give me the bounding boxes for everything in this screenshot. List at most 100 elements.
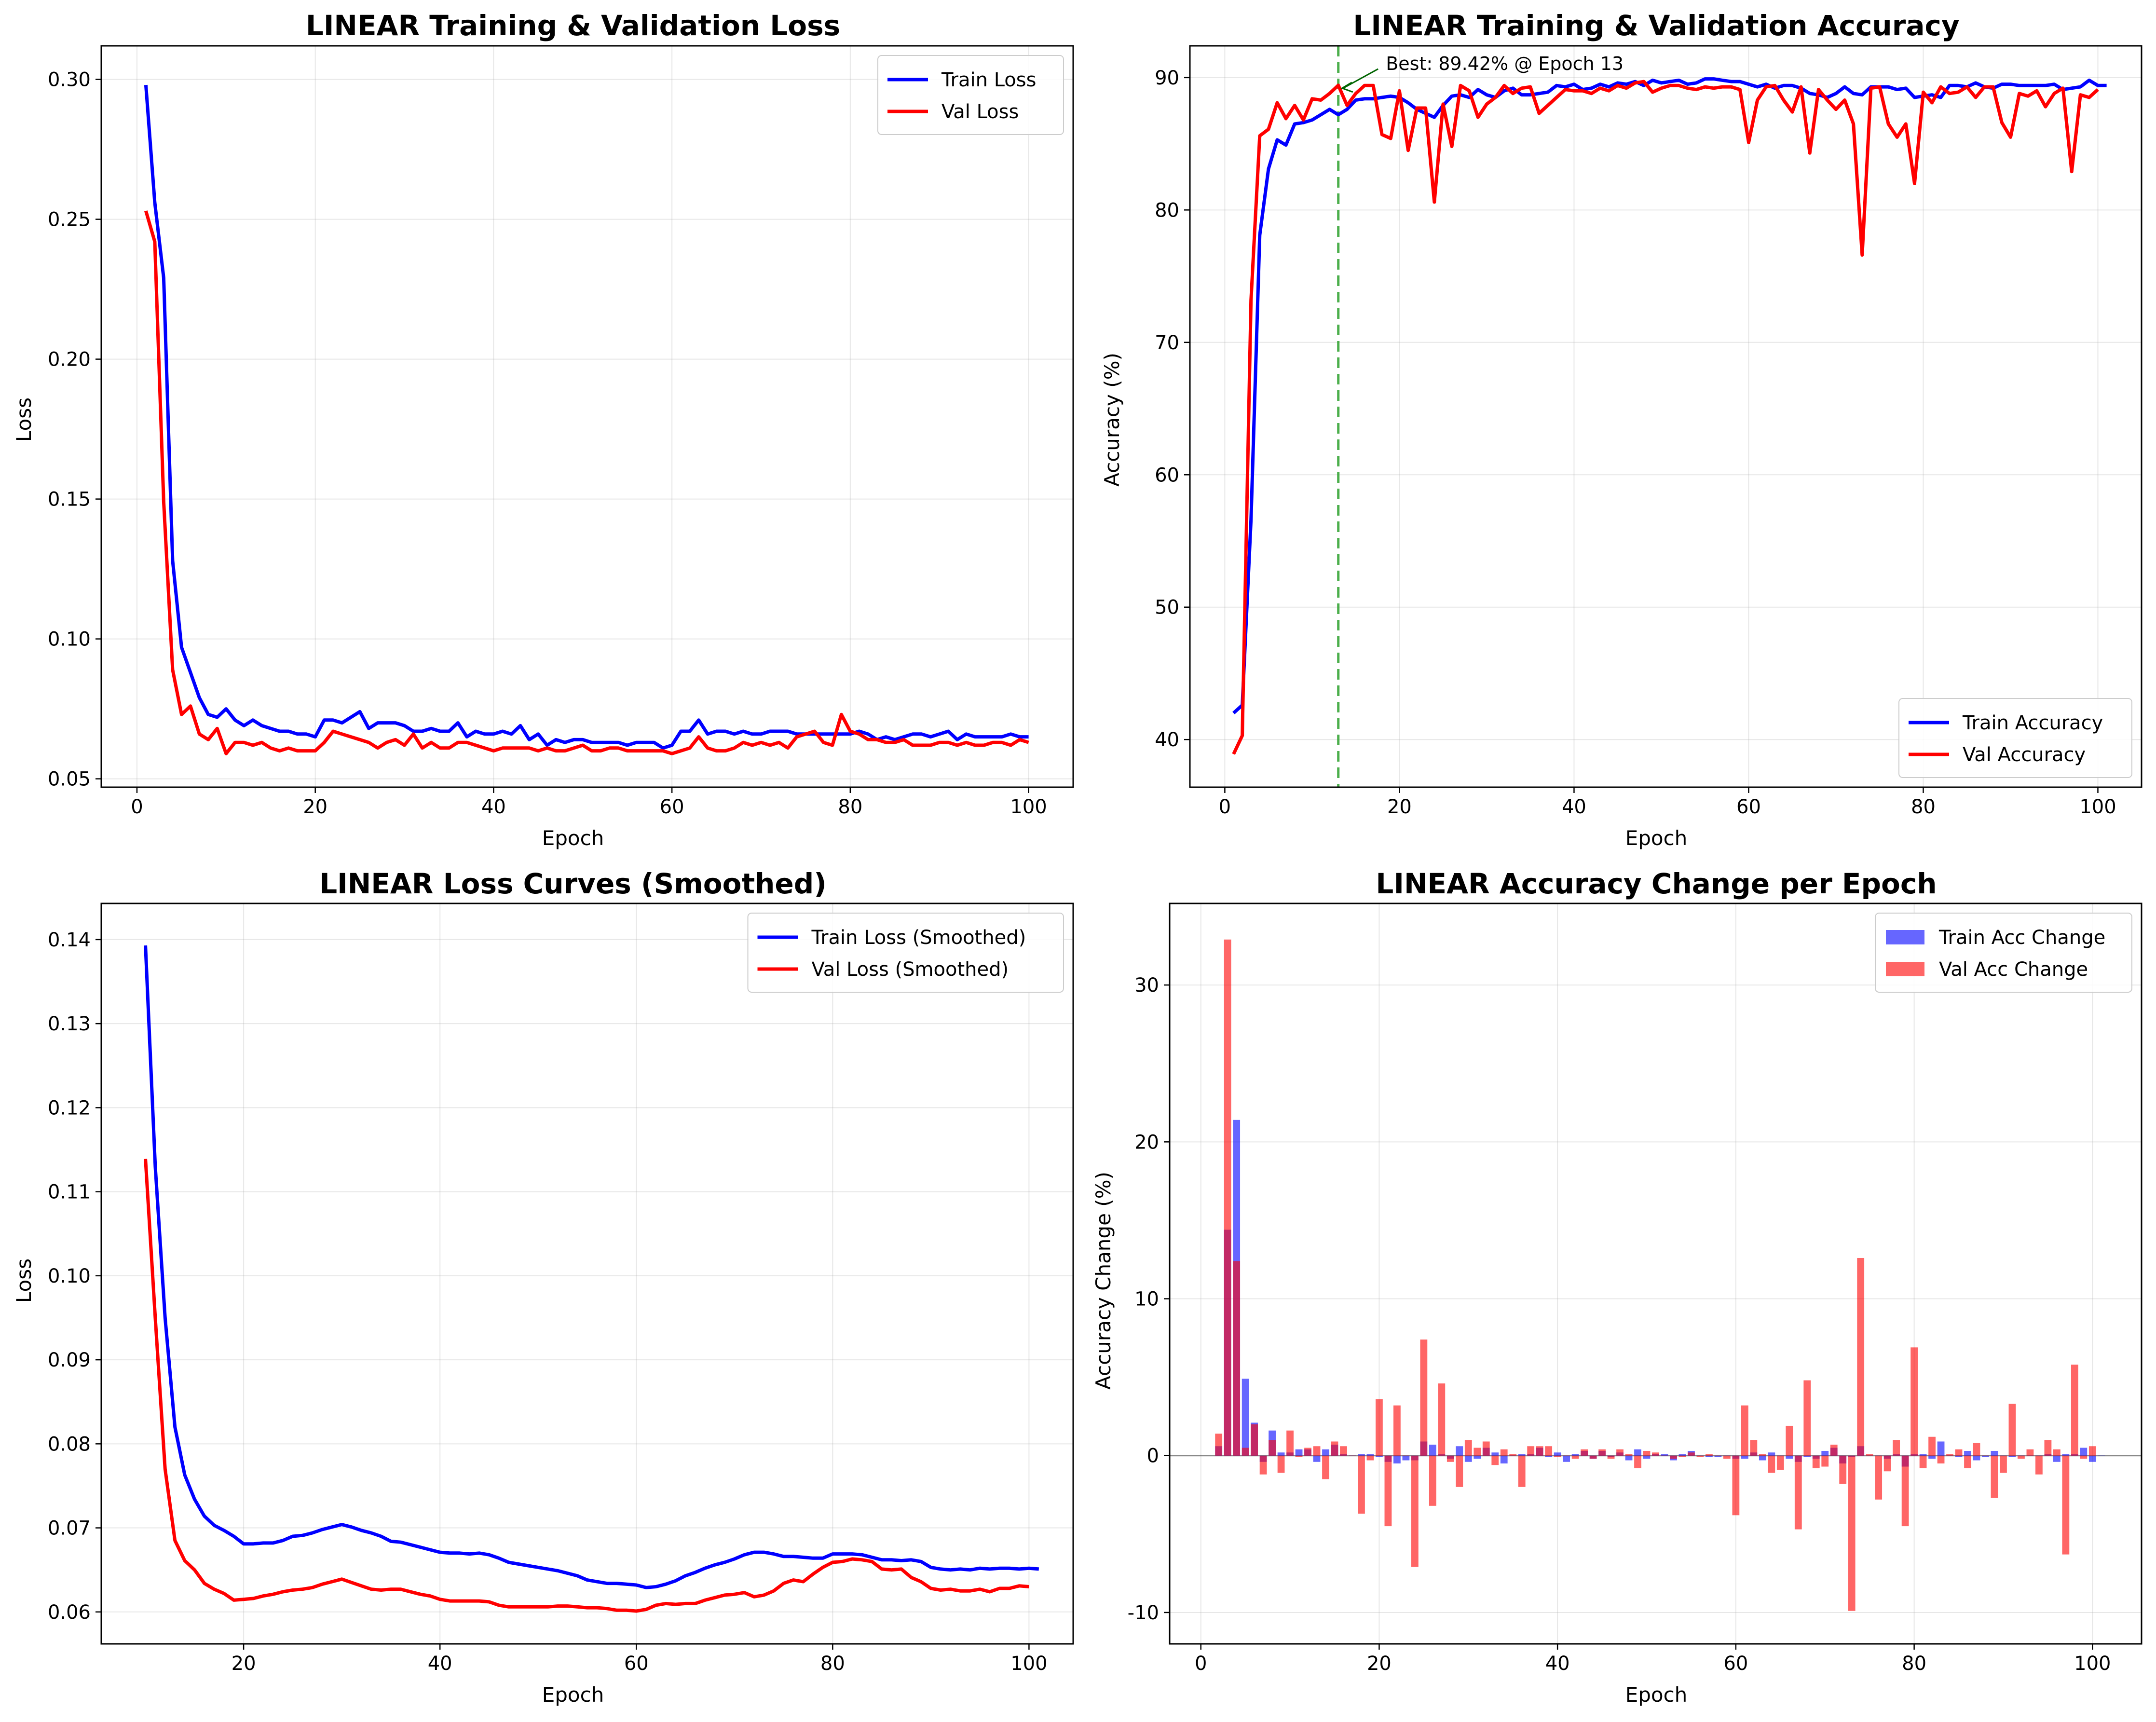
axes-frame: [1189, 45, 2142, 788]
bar: [1322, 1449, 1329, 1456]
bar: [1964, 1455, 1971, 1468]
bar: [1322, 1455, 1329, 1479]
bar: [1643, 1455, 1651, 1459]
bar: [1848, 1455, 1856, 1611]
panel-loss: LINEAR Training & Validation Loss Epoch …: [12, 9, 1074, 850]
x-tick-label: 100: [1010, 796, 1047, 818]
bar: [1598, 1449, 1606, 1456]
series-line: [144, 84, 1029, 750]
x-tick-label: 20: [232, 1653, 256, 1675]
bar: [1527, 1446, 1535, 1456]
bar: [1616, 1449, 1624, 1456]
y-tick-label: 30: [1134, 974, 1159, 997]
y-tick-label: 80: [1155, 199, 1179, 221]
bar: [2044, 1440, 2052, 1456]
bar: [1491, 1455, 1499, 1465]
bar: [1420, 1339, 1428, 1456]
bar: [1500, 1455, 1508, 1464]
bar: [1955, 1455, 1963, 1457]
smoothed-x-axis-label: Epoch: [542, 1683, 604, 1707]
smoothed-chart-title: LINEAR Loss Curves (Smoothed): [319, 867, 827, 900]
x-tick-label: 60: [1723, 1653, 1748, 1675]
bar: [1786, 1425, 1793, 1456]
bar: [1233, 1261, 1241, 1456]
bar: [1643, 1450, 1651, 1456]
bar: [1259, 1455, 1267, 1475]
bar: [1563, 1455, 1570, 1462]
x-tick-label: 80: [1902, 1653, 1926, 1675]
legend-label: Val Loss (Smoothed): [812, 958, 1009, 981]
bar: [1393, 1405, 1401, 1456]
bar: [1554, 1452, 1561, 1456]
bar: [1803, 1380, 1811, 1456]
bar: [2062, 1454, 2070, 1456]
loss-plot-area: 0 20 40 60 80 100 0.05 0.10 0.15 0.20 0.25 0.30 Trai…: [48, 45, 1074, 818]
y-tick-label: 0.25: [48, 209, 91, 231]
x-tick-label: 0: [131, 796, 143, 818]
y-tick-label: 0.07: [48, 1517, 91, 1540]
change-chart-title: LINEAR Accuracy Change per Epoch: [1376, 867, 1937, 900]
bar: [1464, 1455, 1472, 1462]
bar: [1919, 1454, 1927, 1456]
bar: [1741, 1455, 1748, 1459]
y-tick-label: 0.15: [48, 489, 91, 511]
bar: [1277, 1455, 1285, 1473]
y-tick-label: 90: [1155, 67, 1179, 89]
y-tick-label: -10: [1128, 1602, 1159, 1624]
bar: [1652, 1452, 1659, 1456]
bar: [1269, 1440, 1276, 1456]
x-tick-label: 100: [2074, 1653, 2111, 1675]
bar: [1402, 1455, 1410, 1461]
annotation-arrowhead: [1340, 82, 1353, 93]
bar: [1821, 1450, 1829, 1456]
smoothed-plot-area: 20 40 60 80 100 0.06 0.07 0.08 0.09 0.10 0.11 0.12 0…: [48, 902, 1074, 1675]
bar: [1839, 1455, 1847, 1484]
bar: [1661, 1454, 1668, 1456]
bar: [1955, 1449, 1963, 1456]
bar: [1242, 1379, 1249, 1456]
bar: [2080, 1455, 2088, 1459]
bar: [1536, 1446, 1543, 1456]
bar: [1313, 1455, 1321, 1462]
bar: [1964, 1450, 1971, 1456]
accuracy-x-axis-label: Epoch: [1625, 826, 1688, 850]
bar: [1358, 1455, 1365, 1514]
x-tick-label: 80: [820, 1653, 845, 1675]
bar: [1714, 1455, 1722, 1457]
accuracy-chart-title: LINEAR Training & Validation Accuracy: [1353, 9, 1959, 42]
x-tick-label: 0: [1219, 796, 1231, 818]
bar: [2088, 1446, 2096, 1456]
y-tick-label: 0.13: [48, 1013, 91, 1035]
bar: [1812, 1455, 1820, 1468]
x-tick-label: 40: [481, 796, 506, 818]
legend-box: [1875, 913, 2132, 993]
bar: [1411, 1455, 1419, 1567]
loss-x-axis-label: Epoch: [542, 826, 604, 850]
legend-swatch: [1886, 962, 1924, 976]
series-line: [1232, 77, 2107, 714]
loss-chart-title: LINEAR Training & Validation Loss: [306, 9, 840, 42]
bar: [1678, 1454, 1686, 1456]
bar: [1982, 1455, 1989, 1457]
y-tick-label: 0.08: [48, 1433, 91, 1455]
bar: [2008, 1455, 2016, 1457]
x-tick-label: 60: [624, 1653, 649, 1675]
y-tick-label: 0.20: [48, 349, 91, 371]
x-tick-label: 0: [1195, 1653, 1207, 1675]
bar: [1331, 1441, 1338, 1456]
bar: [1732, 1455, 1740, 1516]
bar: [1625, 1454, 1633, 1456]
y-tick-label: 40: [1155, 729, 1179, 751]
legend-label: Val Loss: [942, 101, 1019, 123]
bar: [1313, 1446, 1321, 1456]
bar: [1393, 1455, 1401, 1464]
x-tick-label: 20: [303, 796, 327, 818]
x-tick-label: 100: [1010, 1653, 1047, 1675]
bar: [1768, 1455, 1775, 1473]
x-tick-label: 60: [660, 796, 684, 818]
annotation-text: Best: 89.42% @ Epoch 13: [1386, 53, 1624, 74]
bar: [1786, 1455, 1793, 1459]
y-tick-label: 10: [1134, 1288, 1159, 1311]
panel-change: LINEAR Accuracy Change per Epoch Epoch A…: [1092, 867, 2142, 1707]
